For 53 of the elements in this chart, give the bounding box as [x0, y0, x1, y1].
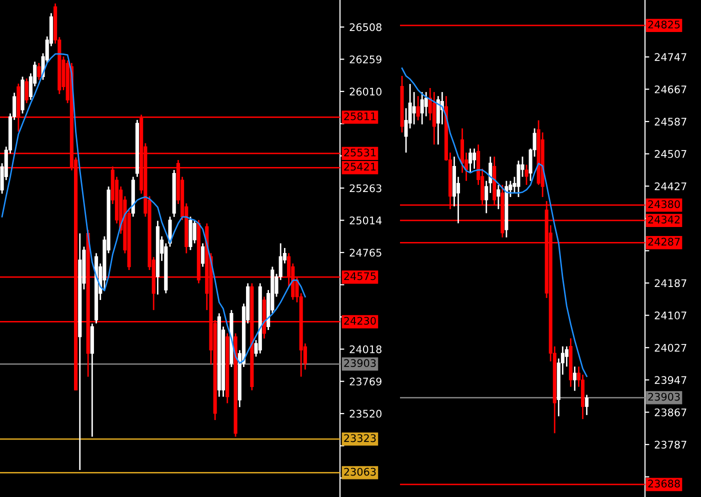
y-tick-label: 24018 — [350, 345, 382, 354]
line-series — [401, 68, 588, 377]
y-tick-label: 26508 — [350, 23, 382, 32]
candlestick — [168, 216, 172, 248]
y-tick-label: 24765 — [350, 248, 382, 257]
y-tick-label: 26010 — [350, 88, 382, 96]
candlestick — [472, 148, 476, 170]
y-tick-label: 24667 — [654, 85, 686, 94]
candlestick — [200, 242, 205, 268]
candlestick — [585, 394, 589, 416]
candlestick — [572, 366, 576, 392]
y-tick-label: 24027 — [654, 344, 686, 352]
ref-line-label: 24287 — [648, 238, 680, 246]
candlestick — [420, 91, 424, 126]
y-tick-label: 25263 — [350, 184, 382, 192]
y-tick-label: 25014 — [350, 216, 382, 224]
y-tick-label: 24747 — [654, 53, 686, 61]
y-tick-label: 24587 — [654, 118, 686, 126]
y-tick-label: 23787 — [654, 440, 686, 449]
y-tick-label: 24507 — [654, 150, 686, 158]
candlestick — [37, 62, 41, 81]
y-tick-label: 23520 — [350, 410, 382, 418]
candlestick — [524, 164, 528, 186]
candlestick — [468, 148, 472, 174]
candlestick — [24, 78, 28, 104]
y-tick-label: 23947 — [654, 376, 686, 384]
y-tick-label: 24427 — [654, 182, 686, 190]
y-tick-label: 24187 — [654, 279, 686, 288]
y-tick-label: 23769 — [350, 378, 382, 386]
y-tick-label: 24107 — [654, 312, 686, 320]
ref-line-label: 23903 — [648, 392, 680, 401]
ref-line-label: 25421 — [344, 162, 376, 171]
candlestick — [496, 184, 500, 210]
candlestick — [436, 95, 440, 146]
ref-line-label: 24380 — [648, 200, 680, 208]
ref-line-label: 24575 — [344, 272, 376, 280]
line-series — [1, 53, 306, 364]
ref-line-label: 24825 — [648, 20, 680, 28]
ref-line-label: 23903 — [344, 359, 376, 368]
candlestick — [416, 95, 420, 122]
ref-line-label: 24230 — [344, 316, 376, 325]
y-tick-label: 26259 — [350, 55, 382, 64]
candlestick — [412, 91, 416, 126]
candlestick — [192, 219, 196, 244]
ref-line-label: 23063 — [344, 468, 376, 476]
y-tick-label: 23867 — [654, 408, 686, 416]
ref-line-label: 25531 — [344, 148, 376, 156]
candlestick — [516, 160, 520, 198]
candlestick — [432, 91, 436, 146]
ref-line-label: 23688 — [648, 480, 680, 488]
ref-line-label: 24342 — [648, 216, 680, 224]
ref-line-label: 25811 — [344, 112, 376, 120]
ref-line-label: 23323 — [344, 434, 376, 442]
